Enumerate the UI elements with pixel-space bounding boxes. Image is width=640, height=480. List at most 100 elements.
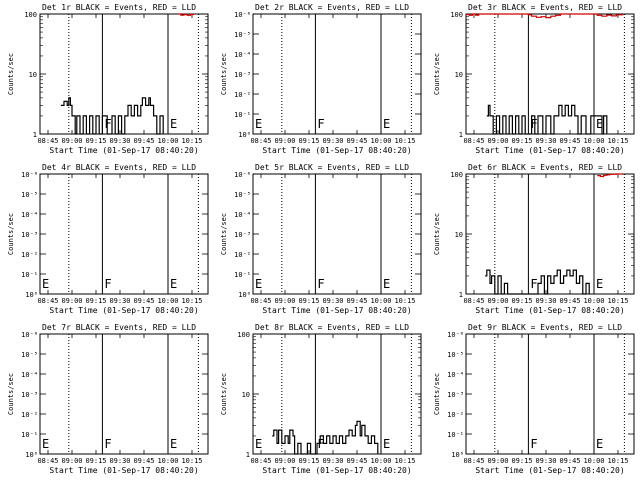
x-tick-label: 09:30 [322, 137, 343, 145]
x-tick-label: 09:30 [535, 137, 556, 145]
x-tick-label: 10:00 [157, 297, 178, 305]
x-tick-label: 09:30 [109, 297, 130, 305]
y-tick-label: 10⁻¹ [447, 431, 464, 439]
x-tick-label: 09:15 [511, 137, 532, 145]
y-tick-label: 100 [450, 171, 463, 179]
plot-frame [252, 173, 422, 295]
x-axis-label: Start Time (01-Sep-17 08:40:20) [49, 306, 198, 315]
event-label: E [42, 437, 49, 451]
x-tick-label: 08:45 [463, 297, 484, 305]
y-tick-label: 10⁻⁶ [21, 331, 38, 339]
y-tick-label: 1 [246, 451, 250, 459]
x-tick-label: 08:45 [250, 457, 271, 465]
y-tick-label: 10⁻² [234, 91, 251, 99]
x-tick-label: 10:00 [370, 137, 391, 145]
y-tick-label: 10 [455, 231, 463, 239]
x-tick-label: 09:15 [298, 137, 319, 145]
y-tick-label: 10⁻⁶ [21, 171, 38, 179]
x-tick-label: 08:45 [37, 457, 58, 465]
panel-title: Det 9r BLACK = Events, RED = LLD [468, 323, 622, 332]
y-tick-label: 10⁻⁵ [447, 351, 464, 359]
panel-det-8: Det 8r BLACK = Events, RED = LLD Counts/s… [220, 323, 422, 475]
x-tick-label: 10:00 [583, 297, 604, 305]
panel-det-5: Det 5r BLACK = Events, RED = LLD Counts/s… [220, 163, 422, 315]
x-axis-label: Start Time (01-Sep-17 08:40:20) [49, 466, 198, 475]
y-tick-label: 10⁻² [21, 411, 38, 419]
x-tick-label: 09:45 [559, 137, 580, 145]
series-lld-line [466, 13, 624, 19]
x-axis-label: Start Time (01-Sep-17 08:40:20) [475, 466, 624, 475]
plot-frame [39, 173, 209, 295]
x-tick-label: 08:45 [250, 137, 271, 145]
y-tick-label: 10⁻² [447, 411, 464, 419]
x-tick-label: 08:45 [463, 457, 484, 465]
y-tick-label: 10⁻⁴ [21, 211, 38, 219]
x-tick-label: 10:15 [607, 457, 628, 465]
y-tick-label: 10⁰ [238, 131, 251, 139]
event-label: E [170, 437, 177, 451]
series-events-line [60, 97, 164, 135]
x-axis-label: Start Time (01-Sep-17 08:40:20) [49, 146, 198, 155]
panel-title: Det 5r BLACK = Events, RED = LLD [255, 163, 409, 172]
y-axis-label: Counts/sec [220, 373, 228, 415]
y-tick-label: 10⁻² [21, 251, 38, 259]
y-tick-label: 10⁰ [25, 291, 38, 299]
y-tick-label: 10⁻³ [234, 71, 251, 79]
x-tick-label: 09:30 [322, 297, 343, 305]
event-label: F [317, 117, 324, 131]
y-tick-label: 10⁻⁶ [234, 171, 251, 179]
x-tick-label: 10:15 [394, 137, 415, 145]
event-label: E [383, 437, 390, 451]
y-tick-label: 10⁰ [238, 291, 251, 299]
y-tick-label: 1 [33, 131, 37, 139]
y-tick-label: 10⁻³ [234, 231, 251, 239]
event-label: F [530, 437, 537, 451]
x-tick-label: 10:15 [394, 457, 415, 465]
x-tick-label: 09:30 [109, 137, 130, 145]
x-tick-label: 09:45 [559, 457, 580, 465]
event-label: F [317, 437, 324, 451]
x-tick-label: 09:30 [535, 457, 556, 465]
y-tick-label: 1 [459, 131, 463, 139]
panel-det-4: Det 4r BLACK = Events, RED = LLD Counts/s… [7, 163, 209, 315]
panel-title: Det 6r BLACK = Events, RED = LLD [468, 163, 622, 172]
event-label: E [596, 277, 603, 291]
panel-det-1: Det 1r BLACK = Events, RED = LLD Counts/s… [7, 3, 209, 155]
x-axis-label: Start Time (01-Sep-17 08:40:20) [475, 146, 624, 155]
y-axis-label: Counts/sec [220, 213, 228, 255]
plot-frame [465, 333, 635, 455]
x-tick-label: 08:45 [463, 137, 484, 145]
panel-title: Det 7r BLACK = Events, RED = LLD [42, 323, 196, 332]
x-tick-label: 09:00 [61, 457, 82, 465]
event-label: E [596, 117, 603, 131]
x-tick-label: 09:00 [274, 137, 295, 145]
y-tick-label: 10⁻⁶ [234, 11, 251, 19]
panel-det-6: Det 6r BLACK = Events, RED = LLD Counts/s… [433, 163, 635, 315]
event-label: E [255, 117, 262, 131]
y-axis-label: Counts/sec [220, 53, 228, 95]
series-events-line [486, 104, 608, 135]
y-tick-label: 10⁻⁶ [447, 331, 464, 339]
x-tick-label: 08:45 [37, 297, 58, 305]
y-tick-label: 10 [29, 71, 37, 79]
series-lld-line [177, 13, 195, 16]
y-tick-label: 10⁻³ [21, 391, 38, 399]
panel-title: Det 3r BLACK = Events, RED = LLD [468, 3, 622, 12]
x-tick-label: 08:45 [37, 137, 58, 145]
panel-det-2: Det 2r BLACK = Events, RED = LLD Counts/s… [220, 3, 422, 155]
plot-frame [252, 13, 422, 135]
event-label: F [530, 117, 537, 131]
y-tick-label: 10⁻¹ [234, 271, 251, 279]
plot-frame [39, 333, 209, 455]
x-tick-label: 10:00 [157, 457, 178, 465]
event-label: E [255, 277, 262, 291]
x-tick-label: 09:15 [298, 297, 319, 305]
x-tick-label: 09:00 [487, 137, 508, 145]
x-tick-label: 09:45 [346, 457, 367, 465]
x-tick-label: 09:30 [322, 457, 343, 465]
x-tick-label: 10:15 [394, 297, 415, 305]
x-tick-label: 09:45 [346, 137, 367, 145]
y-tick-label: 10⁻⁴ [447, 371, 464, 379]
y-tick-label: 10⁻⁵ [21, 351, 38, 359]
y-tick-label: 10⁻¹ [21, 271, 38, 279]
